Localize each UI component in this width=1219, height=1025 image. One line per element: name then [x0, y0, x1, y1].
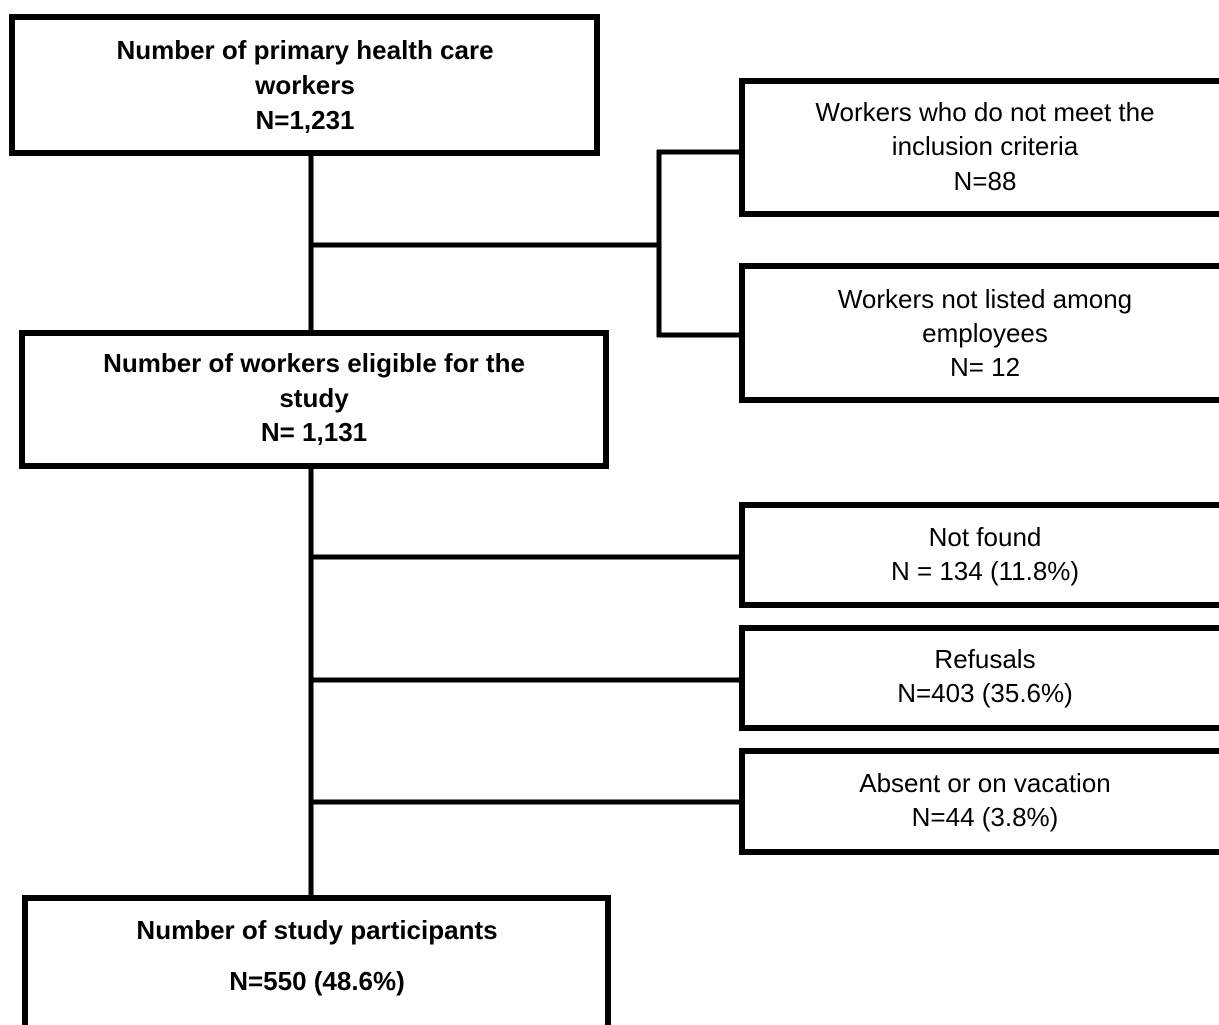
box	[22, 895, 611, 1025]
connectors	[308, 149, 741, 897]
box	[739, 748, 1219, 855]
node-label: N= 12	[950, 352, 1020, 382]
node-label: N=550 (48.6%)	[229, 966, 405, 996]
box	[739, 263, 1219, 403]
node-label: Workers not listed among	[838, 284, 1132, 314]
boxes	[9, 14, 1219, 1025]
node-label: N=44 (3.8%)	[912, 802, 1059, 832]
node-label: study	[279, 383, 349, 413]
node-label: Not found	[929, 522, 1042, 552]
box	[19, 330, 609, 469]
node-label: N= 1,131	[261, 417, 367, 447]
box	[739, 502, 1219, 608]
box	[739, 78, 1219, 217]
node-label: Number of study participants	[136, 915, 497, 945]
box	[739, 625, 1219, 731]
node-label: inclusion criteria	[892, 131, 1079, 161]
node-label: N=403 (35.6%)	[897, 678, 1073, 708]
node-label: workers	[254, 70, 355, 100]
node-label: Absent or on vacation	[859, 768, 1111, 798]
labels: Number of primary health care workers N=1,…	[103, 35, 1155, 996]
node-label: Number of primary health care	[116, 35, 493, 65]
node-label: Refusals	[934, 644, 1035, 674]
node-label: N = 134 (11.8%)	[891, 556, 1079, 586]
node-label: Workers who do not meet the	[815, 97, 1154, 127]
node-label: employees	[922, 318, 1048, 348]
box	[9, 14, 600, 156]
node-label: Number of workers eligible for the	[103, 348, 525, 378]
node-label: N=1,231	[255, 105, 354, 135]
node-label: N=88	[954, 166, 1017, 196]
